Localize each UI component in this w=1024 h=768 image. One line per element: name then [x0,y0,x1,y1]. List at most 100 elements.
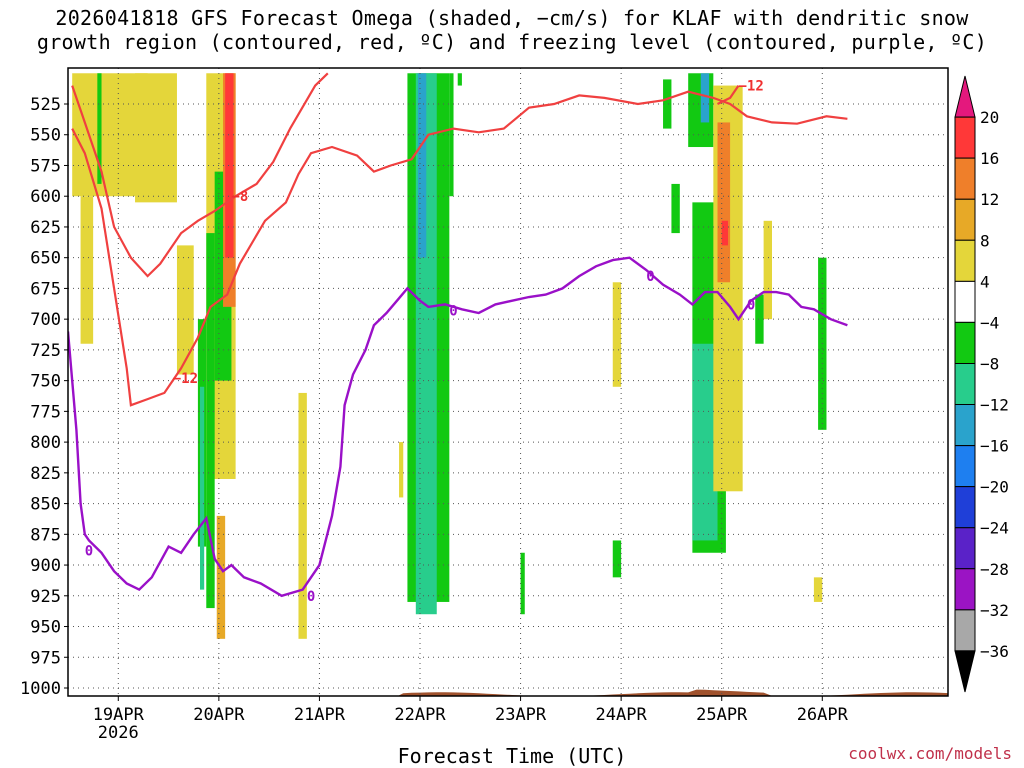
x-tick-label: 21APR [294,705,346,725]
colorbar-label: −28 [980,560,1009,579]
y-tick-label: 850 [30,495,61,515]
y-tick-label: 525 [30,95,61,115]
colorbar-label: −4 [980,313,999,332]
colorbar-label: −12 [980,396,1009,415]
y-tick-label: 925 [30,587,61,607]
plot-frame [67,67,949,697]
colorbar-swatch [954,75,976,118]
freezing-level-label: 0 [307,589,315,605]
chart-title-line2: growth region (contoured, red, ºC) and f… [36,30,988,54]
omega-region [520,552,525,615]
y-tick-label: 800 [30,433,61,453]
y-tick-label: 875 [30,525,61,545]
dendritic-contour-line [71,90,848,407]
colorbar-label: −24 [980,519,1009,538]
y-tick-label: 600 [30,187,61,207]
x-tick-label: 23APR [495,705,547,725]
omega-region [763,220,772,320]
y-tick-label: 775 [30,402,61,422]
colorbar-label: 8 [980,231,990,250]
dendritic-contour-label: −8 [231,189,248,205]
colorbar-swatch [954,157,976,200]
dendritic-contour-label: −12 [173,371,198,387]
omega-region [417,73,427,258]
colorbar-swatch [954,609,976,652]
x-axis-title: Forecast Time (UTC) [397,744,627,768]
omega-region [216,515,226,639]
dendritic-contour-line [71,72,329,278]
colorbar-swatch [954,486,976,529]
y-tick-label: 750 [30,372,61,392]
y-tick-label: 550 [30,126,61,146]
omega-region [663,79,672,129]
dendritic-contour-line [717,84,740,105]
chart-title-line1: 2026041818 GFS Forecast Omega (shaded, −… [55,6,969,30]
omega-region [97,73,102,184]
y-tick-label: 900 [30,556,61,576]
y-tick-label: 650 [30,249,61,269]
y-tick-label: 575 [30,156,61,176]
freezing-level-label: 0 [85,543,93,559]
omega-region [449,73,454,197]
colorbar-swatch [954,321,976,364]
x-tick-sublabel: 2026 [98,723,139,743]
colorbar-label: −20 [980,478,1009,497]
x-tick-label: 26APR [797,705,849,725]
freezing-level-label: 0 [646,269,654,285]
plot-area: −8 −12 −12 0 0 0 0 0 [68,68,948,696]
terrain [68,689,948,696]
omega-region [721,220,728,246]
y-tick-label: 700 [30,310,61,330]
colorbar-swatch [954,116,976,159]
omega-region [671,183,680,234]
freezing-level-label: 0 [747,297,755,313]
omega-region [612,540,622,578]
omega-region [717,122,731,283]
colorbar-label: −8 [980,354,999,373]
freezing-level-label: 0 [449,304,457,320]
colorbar-swatch [954,568,976,611]
y-tick-label: 675 [30,279,61,299]
credit-link[interactable]: coolwx.com/models [848,744,1012,763]
omega-region [80,196,94,344]
colorbar-swatch [954,650,976,693]
omega-region [225,73,234,258]
omega-region [135,73,177,203]
x-tick-label: 22APR [394,705,446,725]
colorbar-swatch [954,198,976,241]
y-tick-label: 825 [30,464,61,484]
x-tick-label: 25APR [696,705,748,725]
colorbar-label: 16 [980,149,999,168]
colorbar-swatch [954,280,976,323]
omega-region [176,245,194,375]
colorbar-swatch [954,445,976,488]
colorbar-label: −16 [980,437,1009,456]
y-tick-label: 975 [30,648,61,668]
x-tick-label: 24APR [596,705,648,725]
colorbar-swatch [954,404,976,447]
x-tick-label: 19APR [93,705,145,725]
omega-region [298,392,307,639]
omega-region [200,386,205,590]
colorbar-label: −36 [980,642,1009,661]
colorbar-label: 12 [980,190,999,209]
omega-region [399,442,404,498]
y-tick-label: 1000 [20,679,61,699]
colorbar-label: 4 [980,272,990,291]
y-tick-label: 725 [30,341,61,361]
colorbar-swatch [954,239,976,282]
omega-region [612,282,622,387]
omega-region [813,577,823,602]
colorbar-label: 20 [980,108,999,127]
omega-region [206,233,215,609]
colorbar-label: −32 [980,601,1009,620]
colorbar-swatch [954,527,976,570]
y-tick-label: 950 [30,618,61,638]
freezing-level-line [68,256,848,598]
omega-region [457,73,462,86]
y-tick-label: 625 [30,218,61,238]
colorbar-swatch [954,362,976,406]
omega-region [755,294,764,344]
x-tick-label: 20APR [193,705,245,725]
